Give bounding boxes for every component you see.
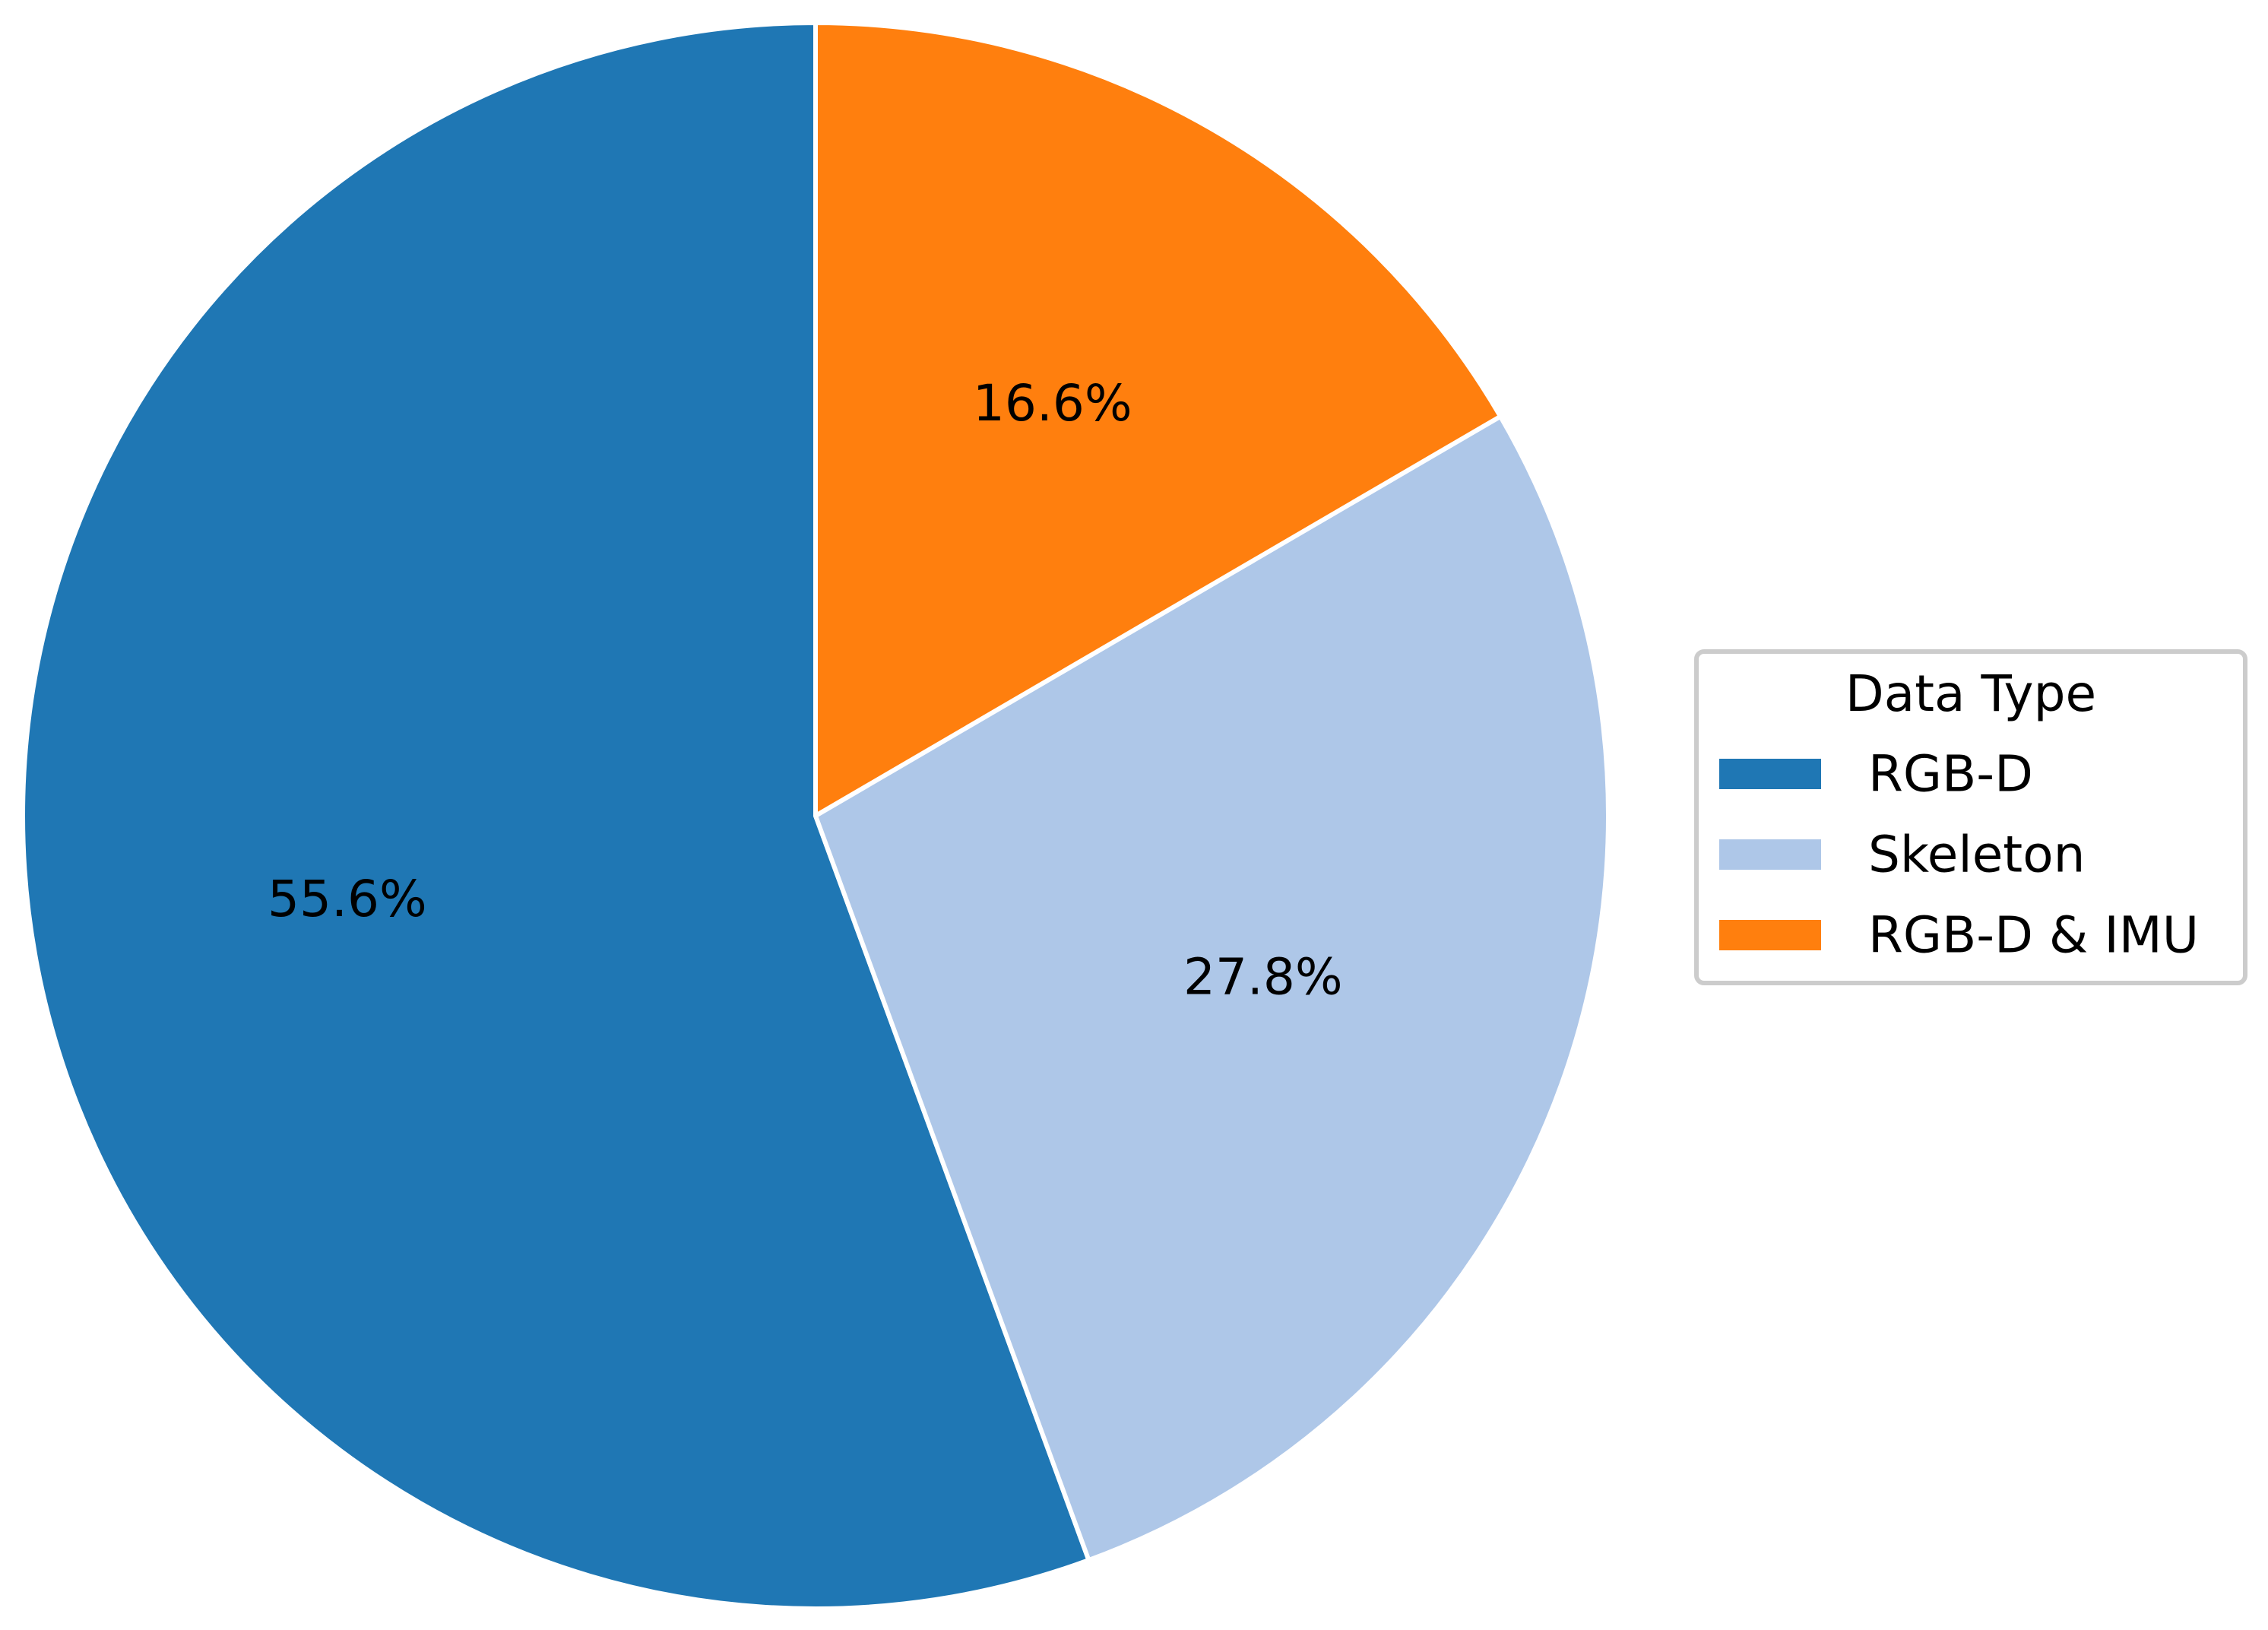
- legend-label-skeleton: Skeleton: [1868, 826, 2085, 884]
- pie-label-rgb-d: 55.6%: [268, 870, 427, 928]
- legend-label-rgb-d: RGB-D: [1868, 745, 2033, 804]
- legend-label-rgb-d-imu: RGB-D & IMU: [1868, 906, 2199, 965]
- legend-items: RGB-D Skeleton RGB-D & IMU: [1719, 745, 2199, 965]
- legend-item-skeleton: Skeleton: [1719, 826, 2085, 884]
- pie-slice-rgb-d-imu: [813, 21, 1503, 818]
- pie-slice-rgb-d: [21, 21, 1091, 1611]
- legend-swatch-skeleton: [1719, 839, 1821, 870]
- pie-label-rgb-d-imu: 16.6%: [973, 374, 1132, 433]
- legend-swatch-rgb-d: [1719, 759, 1821, 789]
- legend-item-rgb-d: RGB-D: [1719, 745, 2033, 804]
- legend-title: Data Type: [1845, 664, 2096, 723]
- legend: Data Type RGB-D Skeleton RGB-D & IMU: [1694, 649, 2247, 985]
- pie-percentage-labels: 55.6% 27.8% 16.6%: [268, 374, 1343, 1007]
- pie-wedges: [21, 21, 1611, 1611]
- legend-swatch-rgb-d-imu: [1719, 920, 1821, 950]
- legend-item-rgb-d-imu: RGB-D & IMU: [1719, 906, 2199, 965]
- legend-frame: [1694, 649, 2247, 985]
- pie-label-skeleton: 27.8%: [1183, 947, 1343, 1006]
